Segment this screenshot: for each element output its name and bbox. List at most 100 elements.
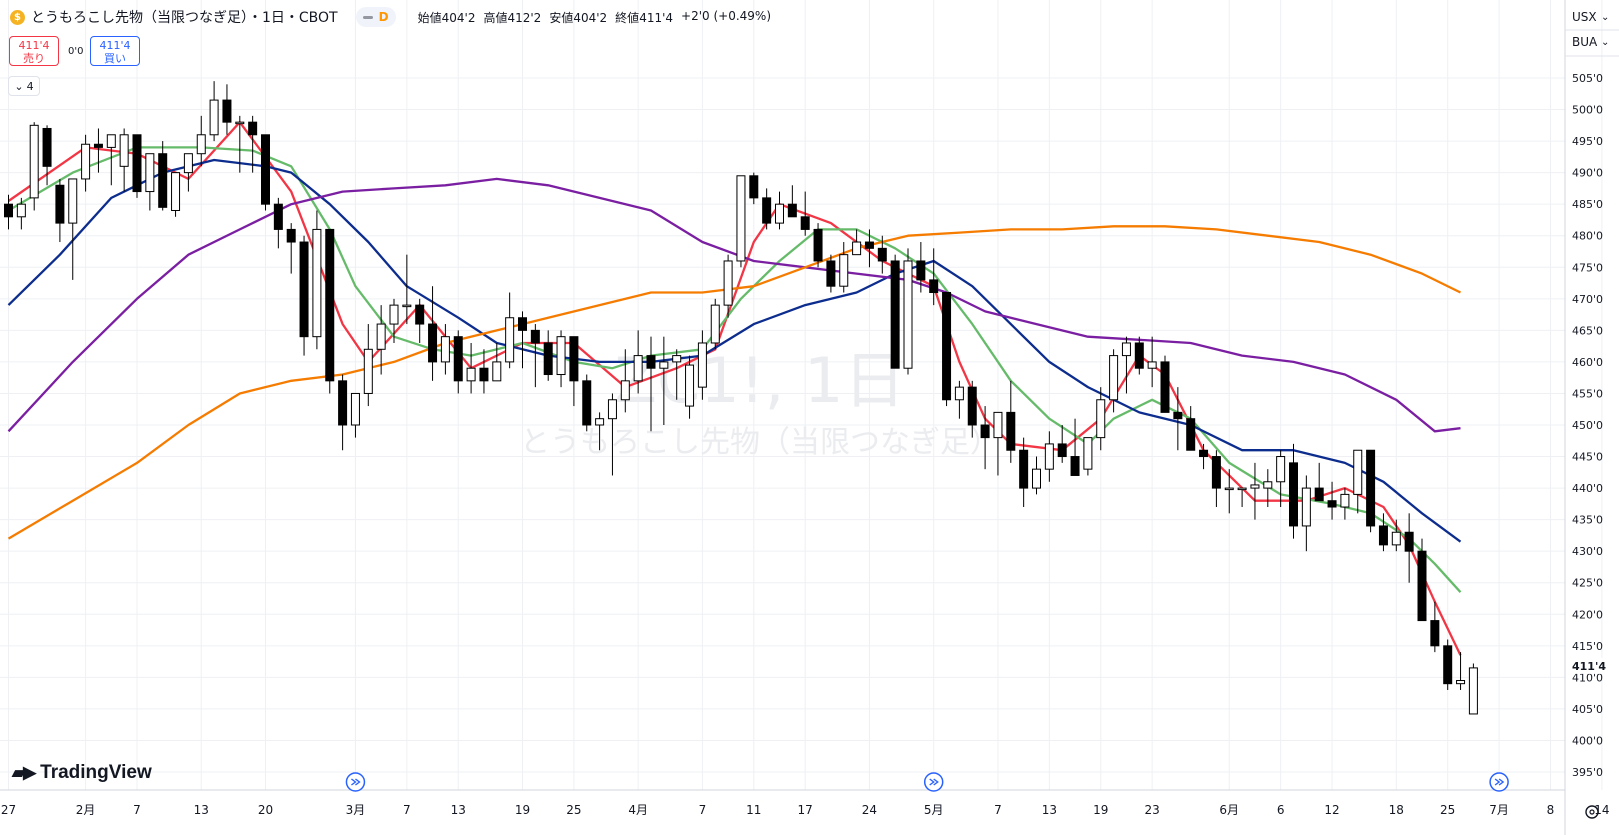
price-tick-label: 480'0 [1572, 230, 1603, 243]
time-tick-label: 24 [862, 803, 877, 817]
price-tick-label: 490'0 [1572, 167, 1603, 180]
price-tick-label: 495'0 [1572, 135, 1603, 148]
candle-up [196, 134, 206, 155]
last-price-box [1566, 657, 1619, 674]
candle-down [1070, 456, 1080, 476]
indicators-collapse-button[interactable]: ⌄ 4 [8, 76, 40, 96]
unit-label[interactable]: BUA [1572, 35, 1598, 49]
candle-up [376, 323, 386, 350]
candle-down [1019, 449, 1029, 489]
candle-down [1314, 487, 1324, 502]
candle-down [453, 336, 463, 382]
time-tick-label: 13 [451, 803, 466, 817]
candle-down [1199, 449, 1209, 458]
visibility-pill[interactable]: D [355, 7, 396, 27]
candle-down [646, 355, 656, 369]
candle-up [1263, 481, 1273, 489]
candle-up [839, 254, 849, 287]
moving-average-navy [7, 158, 1462, 543]
candle-up [1224, 487, 1234, 491]
price-tick-label: 445'0 [1572, 451, 1603, 464]
time-tick-label: 11 [746, 803, 761, 817]
candle-up [106, 134, 116, 148]
candle-down [967, 386, 977, 426]
candle-up [1250, 484, 1260, 489]
symbol-icon[interactable]: $ [10, 9, 25, 25]
candle-down [530, 329, 540, 344]
candle-up [68, 178, 78, 224]
candle-down [942, 292, 952, 401]
candle-down [42, 127, 52, 167]
candle-down [1430, 620, 1440, 647]
price-tick-label: 500'0 [1572, 104, 1603, 117]
candle-up [492, 361, 502, 382]
time-tick-label: 7 [133, 803, 141, 817]
candle-up [209, 99, 219, 136]
goto-arrow [1494, 778, 1505, 786]
candle-up [1353, 449, 1363, 495]
gear-icon[interactable] [1585, 805, 1599, 819]
candle-up [697, 342, 707, 388]
high-value: 高値412'2 [483, 10, 542, 25]
price-tick-label: 485'0 [1572, 198, 1603, 211]
time-tick-label: 8 [1547, 803, 1555, 817]
time-tick-label: 13 [1042, 803, 1057, 817]
candle-down [582, 380, 592, 426]
candle-up [993, 411, 1003, 439]
time-tick-label: 7 [994, 803, 1002, 817]
candle-up [363, 348, 373, 394]
candle-up [1083, 437, 1093, 470]
candle-up [633, 355, 643, 382]
candle-down [1443, 645, 1453, 685]
candle-up [1391, 531, 1401, 546]
moving-average-green [7, 146, 1462, 593]
candle-up [145, 153, 155, 193]
candle-up [710, 304, 720, 344]
candle-down [1211, 456, 1221, 489]
candle-down [55, 184, 65, 224]
candle-down [749, 175, 759, 199]
symbol-title[interactable]: とうもろこし先物（当限つなぎ足）・1日・CBOT [31, 10, 338, 26]
interval-badge: D [378, 10, 389, 24]
candle-down [787, 203, 797, 218]
time-tick-label: 18 [1389, 803, 1404, 817]
sell-button[interactable]: 411'4 売り [9, 36, 59, 66]
candle-up [685, 364, 695, 407]
price-tick-label: 460'0 [1572, 356, 1603, 369]
candle-down [864, 241, 874, 249]
time-tick-label: 23 [1145, 803, 1160, 817]
candle-up [1109, 355, 1119, 401]
candle-down [762, 197, 772, 224]
candle-up [1044, 443, 1054, 470]
time-tick-label: 25 [566, 803, 581, 817]
candle-down [1173, 411, 1183, 420]
price-tick-label: 475'0 [1572, 261, 1603, 274]
candle-down [93, 143, 103, 148]
watermark-symbol: ZC1!, 1日 [615, 344, 906, 417]
currency-dropdown-icon[interactable]: ⌄ [1601, 12, 1610, 23]
candle-down [158, 153, 168, 208]
unit-dropdown-icon[interactable]: ⌄ [1601, 37, 1610, 48]
candle-down [273, 203, 283, 230]
price-tick-label: 440'0 [1572, 482, 1603, 495]
eye-toggle-icon[interactable] [362, 15, 373, 19]
time-tick-label: 20 [258, 803, 273, 817]
candle-down [248, 121, 258, 136]
price-tick-label: 465'0 [1572, 324, 1603, 337]
candle-up [505, 317, 515, 363]
time-tick-label: 19 [515, 803, 530, 817]
buy-button[interactable]: 411'4 買い [90, 36, 140, 66]
candle-down [877, 247, 887, 262]
candle-up [775, 203, 784, 224]
time-tick-label: 2月 [76, 803, 96, 817]
candle-up [235, 121, 245, 125]
candle-down [1057, 443, 1067, 458]
candle-down [428, 323, 438, 363]
candle-down [325, 228, 335, 382]
price-tick-label: 410'0 [1572, 671, 1603, 684]
candle-down [299, 241, 309, 338]
currency-label[interactable]: USX [1572, 10, 1597, 24]
price-tick-label: 425'0 [1572, 577, 1603, 590]
candle-up [81, 143, 91, 180]
